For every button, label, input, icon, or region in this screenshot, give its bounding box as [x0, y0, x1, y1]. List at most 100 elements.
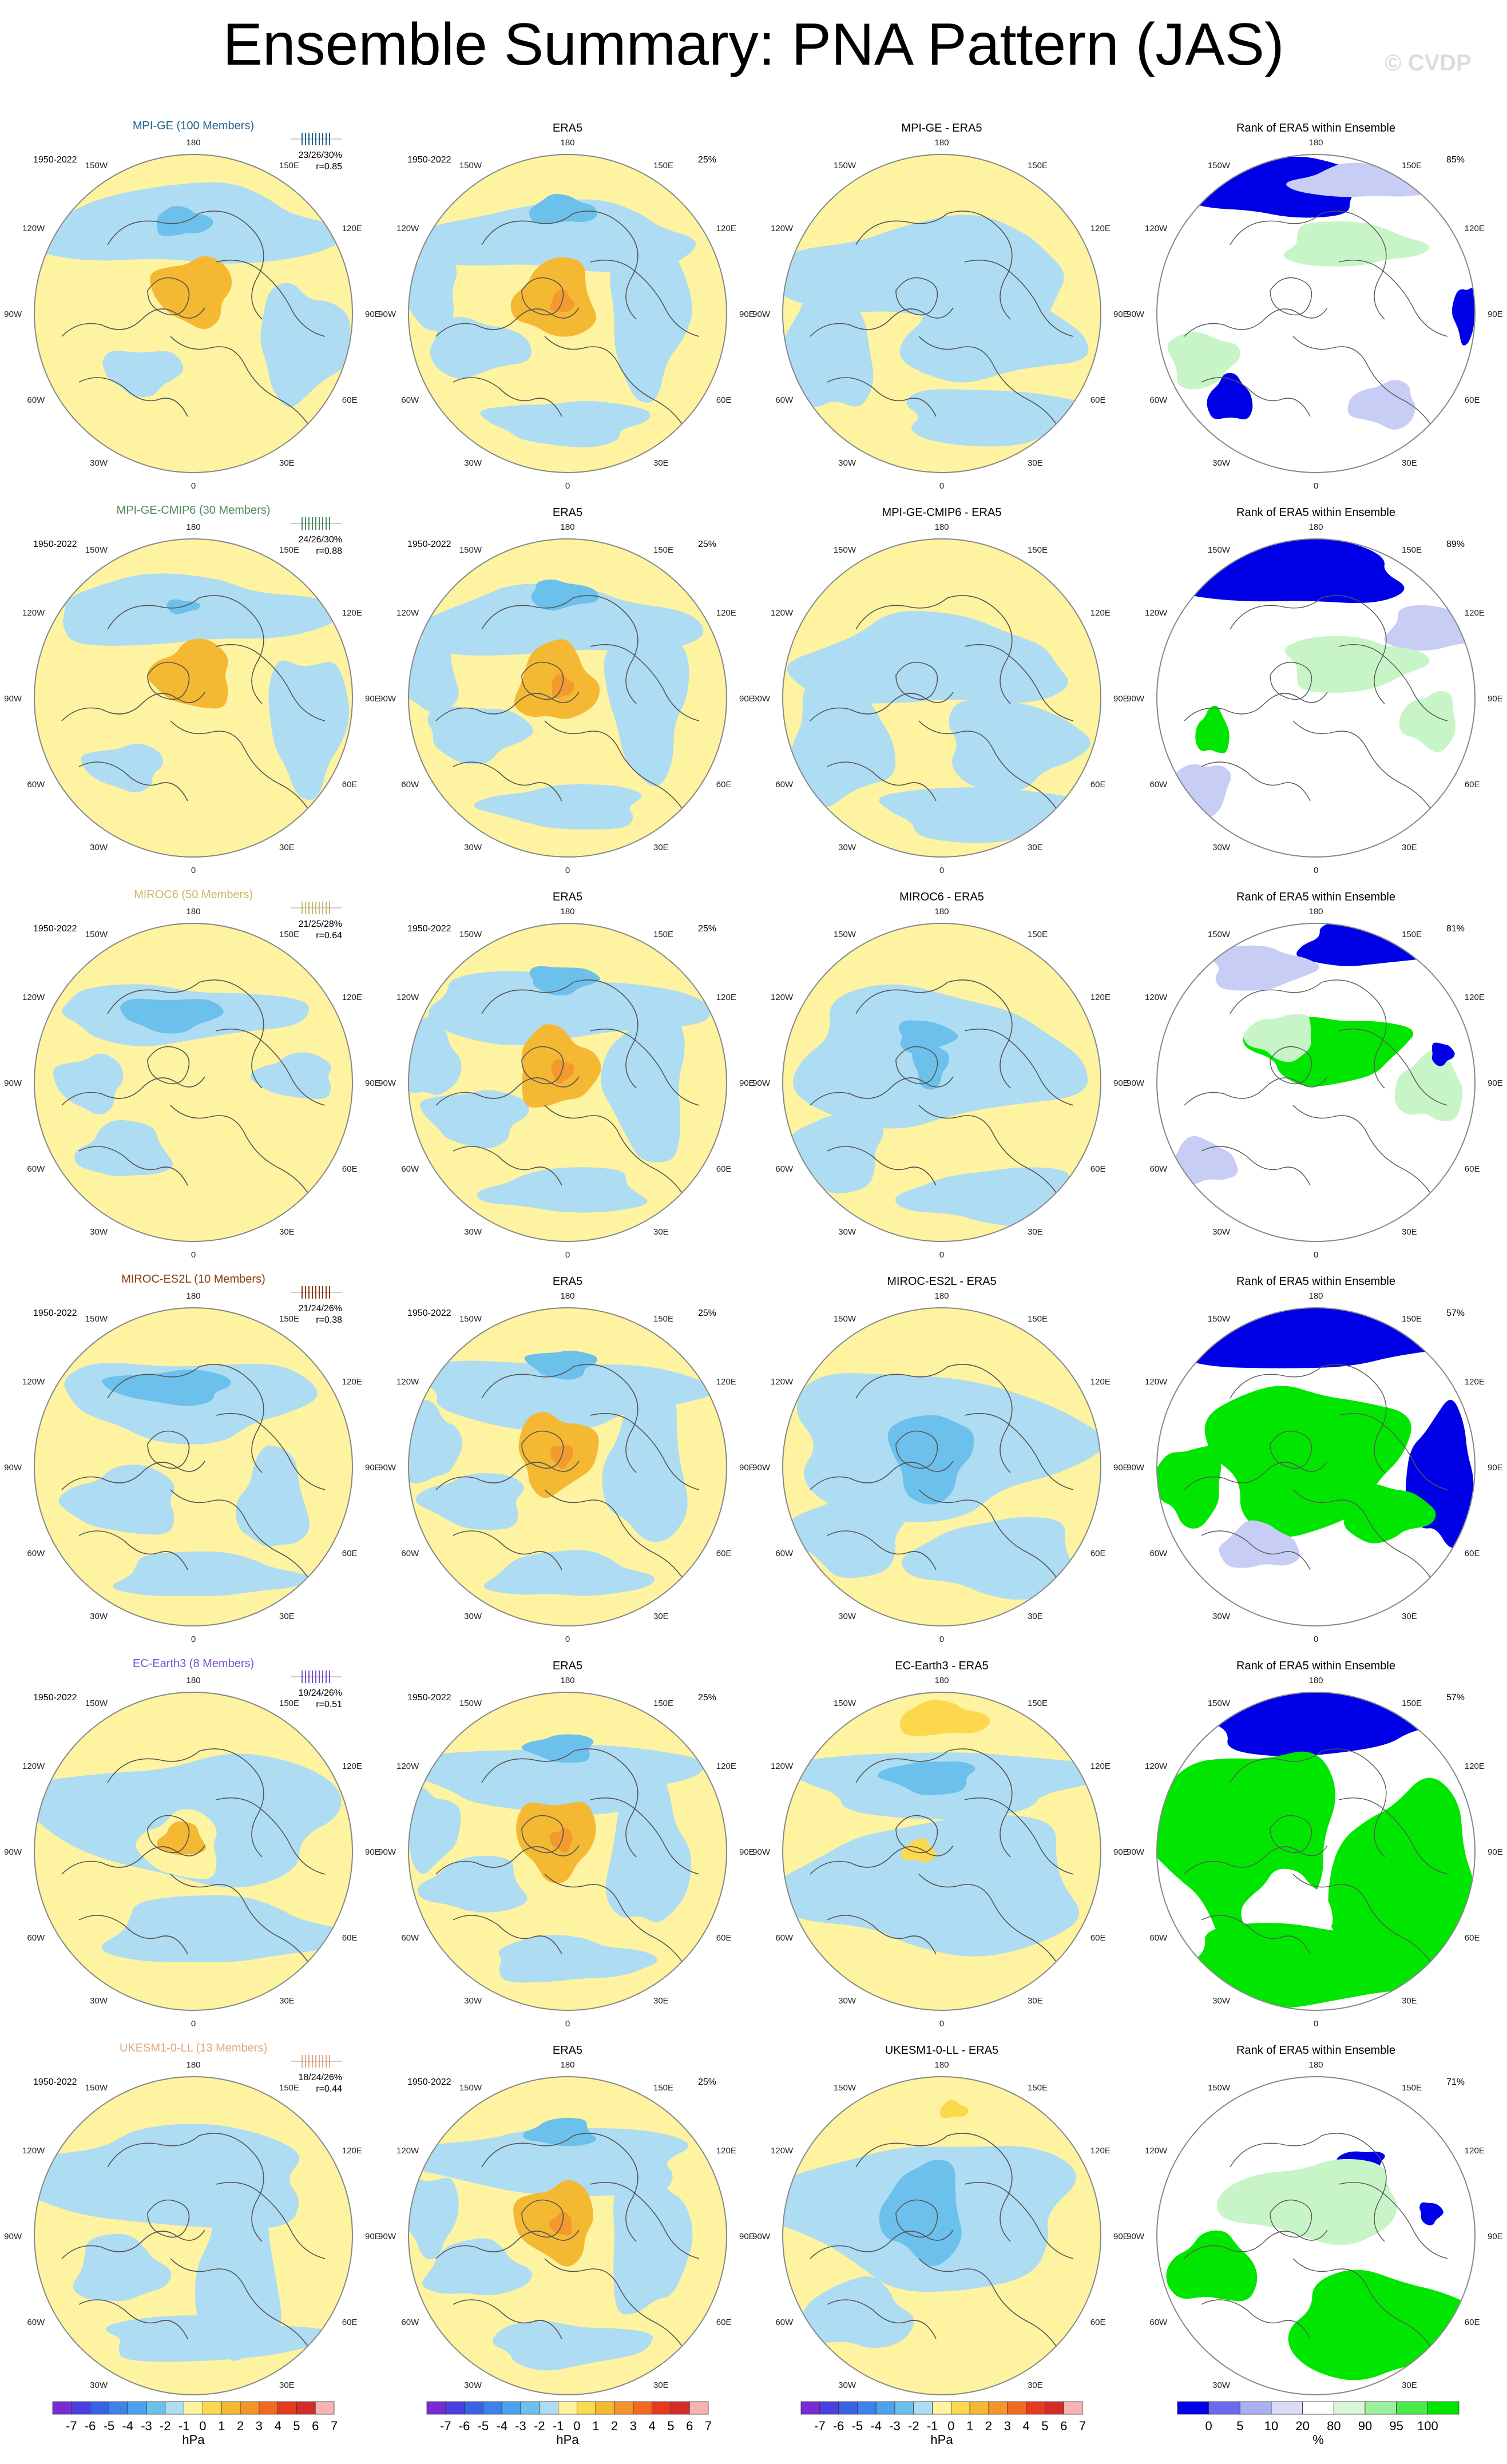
- field-region: [409, 251, 457, 331]
- longitude-label: 120W: [22, 1761, 45, 1771]
- field-region: [427, 705, 533, 764]
- colorbar-tick: 1: [218, 2419, 225, 2433]
- longitude-label: 60W: [401, 2318, 419, 2327]
- longitude-label: 60E: [1465, 1164, 1480, 1174]
- longitude-label: 30E: [279, 1227, 295, 1237]
- field-region: [474, 784, 642, 830]
- longitude-label: 60E: [716, 2318, 732, 2327]
- map-boundary: [1156, 1692, 1476, 2011]
- longitude-label: 60E: [1090, 2318, 1106, 2327]
- colorbar-swatch: [1045, 2401, 1064, 2415]
- colorbar-swatch: [1333, 2401, 1366, 2415]
- coastlines: [61, 211, 326, 434]
- rank-region: [1157, 539, 1405, 603]
- longitude-label: 150E: [279, 161, 299, 170]
- longitude-label: 180: [186, 138, 200, 148]
- longitude-label: 90E: [365, 694, 380, 704]
- longitude-label: 60E: [716, 780, 732, 789]
- colorbar-hpa-3: -7 -6 -5 -4 -3 -2 -1 0 1 2 3 4 5 6 7 hPa: [800, 2401, 1086, 2447]
- longitude-label: 150W: [85, 161, 108, 170]
- longitude-label: 60E: [342, 1164, 358, 1174]
- longitude-label: 180: [934, 1676, 949, 1685]
- longitude-label: 60W: [1149, 1164, 1168, 1174]
- coastlines: [435, 595, 700, 819]
- field-region: [102, 1369, 231, 1406]
- longitude-label: 60W: [27, 2318, 45, 2327]
- rank-region: [1343, 1483, 1436, 1544]
- colorbar-swatch: [426, 2401, 446, 2415]
- map-boundary: [1156, 2076, 1476, 2395]
- colorbar-swatch: [127, 2401, 147, 2415]
- colorbar-swatch: [221, 2401, 241, 2415]
- longitude-label: 180: [1308, 2060, 1323, 2070]
- longitude-label: 60E: [716, 1933, 732, 1943]
- longitude-label: 150W: [834, 1314, 856, 1324]
- longitude-label: 60W: [401, 1549, 419, 1558]
- longitude-label: 90E: [1113, 1078, 1129, 1088]
- longitude-label: 150E: [1402, 1699, 1422, 1708]
- difference-panel: MIROC-ES2L - ERA5 180 150E 120E 90E 60E 30E 0 30…: [752, 1275, 1129, 1644]
- longitude-label: 90E: [365, 1078, 380, 1088]
- stats-label: 21/25/28%: [298, 919, 342, 929]
- stats-label: 21/24/26%: [298, 1304, 342, 1314]
- rank-panel: Rank of ERA5 within Ensemble 57% 180 150E 12…: [1127, 1660, 1503, 2029]
- era5-title: ERA5: [553, 1275, 582, 1288]
- longitude-label: 60E: [716, 1549, 732, 1558]
- colorbar-tick: 90: [1358, 2419, 1372, 2433]
- longitude-label: 30W: [838, 1996, 856, 2006]
- era5-pct: 25%: [698, 2077, 716, 2087]
- longitude-label: 150E: [279, 1699, 299, 1708]
- map-boundary: [1156, 538, 1476, 858]
- colorbar-tick: 7: [1079, 2419, 1086, 2433]
- coastlines: [810, 595, 1074, 819]
- longitude-label: 90E: [1488, 1078, 1503, 1088]
- field-region: [409, 633, 459, 713]
- colorbar-tick: -1: [553, 2419, 564, 2433]
- field-region: [421, 1360, 715, 1431]
- colorbar-swatch: [464, 2401, 483, 2415]
- model-panel: MIROC6 (50 Members) 1950-2022 21/25/28% r=0…: [4, 888, 380, 1260]
- longitude-label: 0: [565, 2019, 570, 2029]
- coastlines: [810, 1364, 1074, 1588]
- longitude-label: 0: [1314, 1634, 1318, 1644]
- longitude-label: 150W: [834, 2083, 856, 2093]
- model-panel: MPI-GE (100 Members) 1950-2022 23/26/30% r=…: [4, 120, 380, 491]
- colorbar-tick: -7: [66, 2419, 77, 2433]
- rank-panel: Rank of ERA5 within Ensemble 81% 180 150E 12…: [1127, 891, 1503, 1260]
- longitude-label: 30E: [1402, 458, 1417, 468]
- colorbar-tick: 6: [312, 2419, 319, 2433]
- longitude-label: 60W: [775, 1933, 794, 1943]
- longitude-label: 60W: [1149, 2318, 1168, 2327]
- colorbar-tick: 0: [947, 2419, 954, 2433]
- colorbar-swatch: [1063, 2401, 1083, 2415]
- longitude-label: 150W: [1208, 545, 1231, 555]
- field-region: [613, 2148, 693, 2315]
- model-title: MPI-GE-CMIP6 (30 Members): [117, 504, 271, 517]
- colorbar-tick: -6: [459, 2419, 470, 2433]
- field-region: [601, 1004, 685, 1163]
- longitude-label: 150W: [1208, 161, 1231, 170]
- longitude-label: 90E: [365, 2232, 380, 2241]
- rank-panel: Rank of ERA5 within Ensemble 71% 180 150E 12…: [1127, 2044, 1503, 2413]
- colorbar-swatch: [633, 2401, 653, 2415]
- longitude-label: 180: [560, 1291, 574, 1301]
- colorbar-swatch: [1208, 2401, 1240, 2415]
- longitude-label: 0: [191, 2019, 196, 2029]
- longitude-label: 150W: [85, 930, 108, 939]
- field-region: [552, 674, 575, 698]
- field-region: [531, 580, 599, 611]
- colorbar-tick: 100: [1417, 2419, 1438, 2433]
- longitude-label: 90E: [739, 2232, 755, 2241]
- longitude-label: 120E: [1090, 224, 1111, 233]
- longitude-label: 30E: [1402, 843, 1417, 852]
- colorbar-swatch: [483, 2401, 502, 2415]
- colorbar-tick: 10: [1264, 2419, 1278, 2433]
- difference-title: MPI-GE - ERA5: [901, 122, 982, 134]
- map-boundary: [34, 538, 353, 858]
- field-region: [147, 638, 228, 709]
- field-region: [409, 1400, 463, 1483]
- ensemble-spread-glyph: [291, 2055, 342, 2068]
- longitude-label: 30E: [653, 843, 669, 852]
- longitude-label: 120E: [716, 224, 736, 233]
- field-region: [477, 1167, 648, 1213]
